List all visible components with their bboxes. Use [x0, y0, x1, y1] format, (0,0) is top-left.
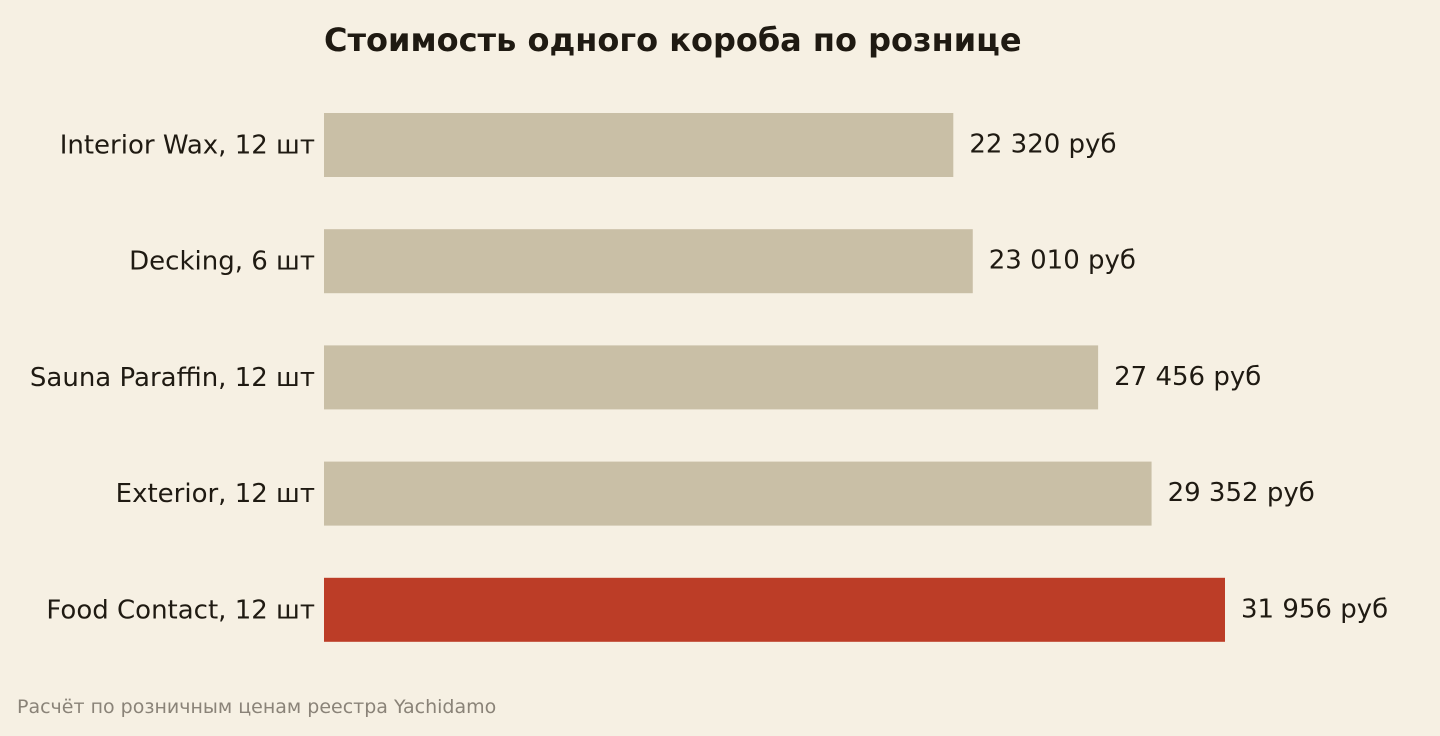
- bars-group: Interior Wax, 12 шт 22 320 руб Decking, 6 …: [30, 113, 1388, 642]
- value-label: 27 456 руб: [1114, 362, 1261, 392]
- bar: [324, 113, 954, 177]
- value-label: 31 956 руб: [1241, 594, 1388, 624]
- chart-title: Стоимость одного короба по рознице: [324, 21, 1022, 59]
- footnote: Расчёт по розничным ценам реестра Yachid…: [17, 696, 497, 718]
- bar: [324, 345, 1099, 410]
- bar: [324, 577, 1225, 642]
- bar-row: Exterior, 12 шт 29 352 руб: [116, 461, 1315, 526]
- category-label: Food Contact, 12 шт: [46, 595, 315, 625]
- bar-row: Food Contact, 12 шт 31 956 руб: [46, 577, 1388, 642]
- category-label: Decking, 6 шт: [129, 247, 315, 277]
- bar-row: Interior Wax, 12 шт 22 320 руб: [60, 113, 1116, 177]
- category-label: Sauna Paraffin, 12 шт: [30, 363, 315, 393]
- category-label: Exterior, 12 шт: [116, 479, 315, 509]
- value-label: 29 352 руб: [1168, 478, 1315, 508]
- bar-row: Sauna Paraffin, 12 шт 27 456 руб: [30, 345, 1261, 410]
- bar-row: Decking, 6 шт 23 010 руб: [129, 229, 1136, 294]
- value-label: 22 320 руб: [969, 130, 1116, 160]
- bar: [324, 461, 1152, 526]
- value-label: 23 010 руб: [989, 246, 1136, 276]
- bar: [324, 229, 973, 294]
- category-label: Interior Wax, 12 шт: [60, 131, 315, 161]
